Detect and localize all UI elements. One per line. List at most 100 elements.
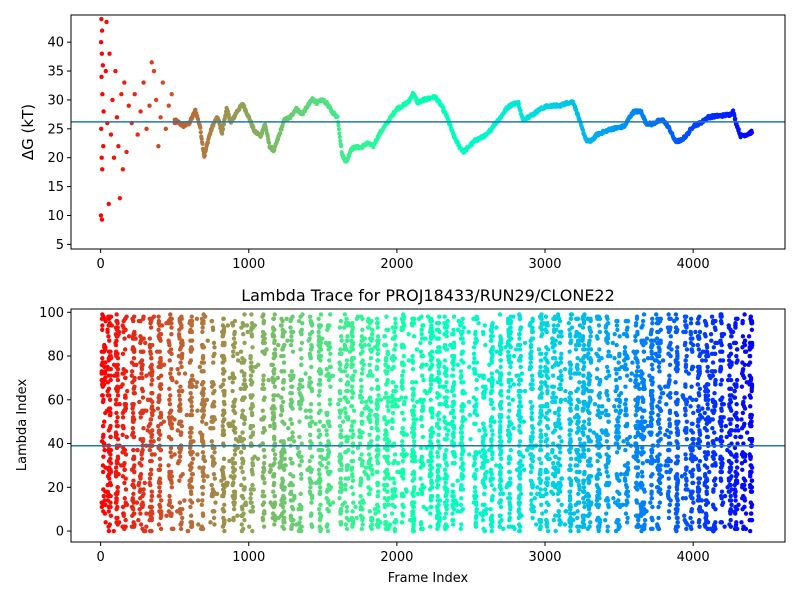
lambda-point xyxy=(328,469,333,475)
lambda-point xyxy=(391,364,396,370)
lambda-point xyxy=(169,513,174,518)
lambda-point xyxy=(498,456,504,462)
lambda-point xyxy=(444,476,449,481)
lambda-point xyxy=(131,454,137,459)
lambda-point xyxy=(105,498,111,503)
lambda-point xyxy=(238,450,244,455)
lambda-point xyxy=(376,509,381,514)
lambda-point xyxy=(392,452,398,457)
lambda-point xyxy=(474,401,479,407)
lambda-point xyxy=(222,528,227,534)
lambda-point xyxy=(189,338,195,343)
lambda-point xyxy=(507,384,513,389)
lambda-point xyxy=(250,504,255,510)
lambda-point xyxy=(369,439,374,444)
lambda-point xyxy=(428,467,433,473)
lambda-point xyxy=(442,358,448,363)
lambda-point xyxy=(498,504,504,510)
lambda-point xyxy=(241,331,246,337)
lambda-point xyxy=(281,360,287,365)
lambda-point xyxy=(574,406,579,411)
lambda-point xyxy=(349,458,354,464)
lambda-point xyxy=(544,373,549,378)
lambda-point xyxy=(530,445,535,451)
lambda-point xyxy=(581,485,587,490)
lambda-point xyxy=(328,351,333,357)
lambda-point xyxy=(298,406,303,411)
lambda-point xyxy=(490,334,495,339)
lambda-point xyxy=(587,428,593,433)
lambda-point xyxy=(220,423,225,429)
lambda-point xyxy=(596,408,601,413)
lambda-point xyxy=(241,373,247,378)
lambda-point xyxy=(461,380,466,385)
lambda-point xyxy=(166,509,172,514)
lambda-point xyxy=(539,351,544,357)
lambda-point xyxy=(471,351,477,357)
lambda-point xyxy=(260,408,265,413)
lambda-point xyxy=(130,504,135,510)
lambda-point xyxy=(180,515,185,521)
lambda-point xyxy=(344,504,350,510)
lambda-point xyxy=(211,471,217,477)
lambda-point xyxy=(556,487,561,492)
lambda-point xyxy=(280,386,286,392)
lambda-point xyxy=(231,419,236,424)
lambda-point xyxy=(437,515,442,521)
delta-g-point xyxy=(135,132,140,137)
delta-g-point xyxy=(124,149,129,155)
lambda-point xyxy=(545,347,551,352)
lambda-point xyxy=(558,520,564,525)
lambda-point xyxy=(368,356,374,361)
lambda-point xyxy=(530,404,535,409)
lambda-point xyxy=(209,439,215,444)
lambda-point xyxy=(359,384,364,389)
lambda-point xyxy=(375,338,380,343)
lambda-point xyxy=(543,509,549,514)
lambda-point xyxy=(123,476,128,481)
lambda-point xyxy=(374,377,380,383)
lambda-point xyxy=(169,504,175,510)
lambda-point xyxy=(516,404,522,409)
lambda-point xyxy=(435,349,440,354)
lambda-point xyxy=(419,327,424,332)
lambda-point xyxy=(399,520,405,525)
lambda-point xyxy=(114,496,119,501)
lambda-point xyxy=(338,489,344,494)
lambda-point xyxy=(318,502,323,508)
lambda-point xyxy=(102,419,107,424)
lambda-point xyxy=(488,515,494,521)
delta-g-point xyxy=(100,63,106,68)
lambda-point xyxy=(343,410,348,416)
lambda-point xyxy=(327,364,333,370)
lambda-point xyxy=(582,426,587,431)
lambda-point xyxy=(400,467,405,473)
lambda-point xyxy=(317,489,323,494)
lambda-point xyxy=(369,526,374,532)
lambda-point xyxy=(308,401,314,407)
lambda-point xyxy=(576,415,581,420)
lambda-point xyxy=(444,524,450,529)
lambda-point xyxy=(120,410,126,416)
lambda-point xyxy=(248,373,254,378)
lambda-point xyxy=(150,428,155,433)
lambda-point xyxy=(138,334,143,339)
lambda-point xyxy=(606,397,611,402)
lambda-point xyxy=(444,447,449,453)
lambda-point xyxy=(220,323,226,328)
lambda-point xyxy=(528,345,534,350)
delta-g-point xyxy=(733,116,738,122)
lambda-point xyxy=(427,340,433,346)
lambda-point xyxy=(230,349,236,354)
lambda-point xyxy=(108,493,113,499)
lambda-point xyxy=(451,415,457,420)
lambda-point xyxy=(289,384,294,389)
lambda-point xyxy=(308,469,314,475)
lambda-point xyxy=(166,434,172,440)
lambda-point xyxy=(147,345,153,350)
delta-g-point xyxy=(99,74,104,80)
lambda-point xyxy=(582,471,587,477)
lambda-point xyxy=(538,364,543,370)
lambda-point xyxy=(187,430,193,435)
lambda-point xyxy=(385,369,390,374)
